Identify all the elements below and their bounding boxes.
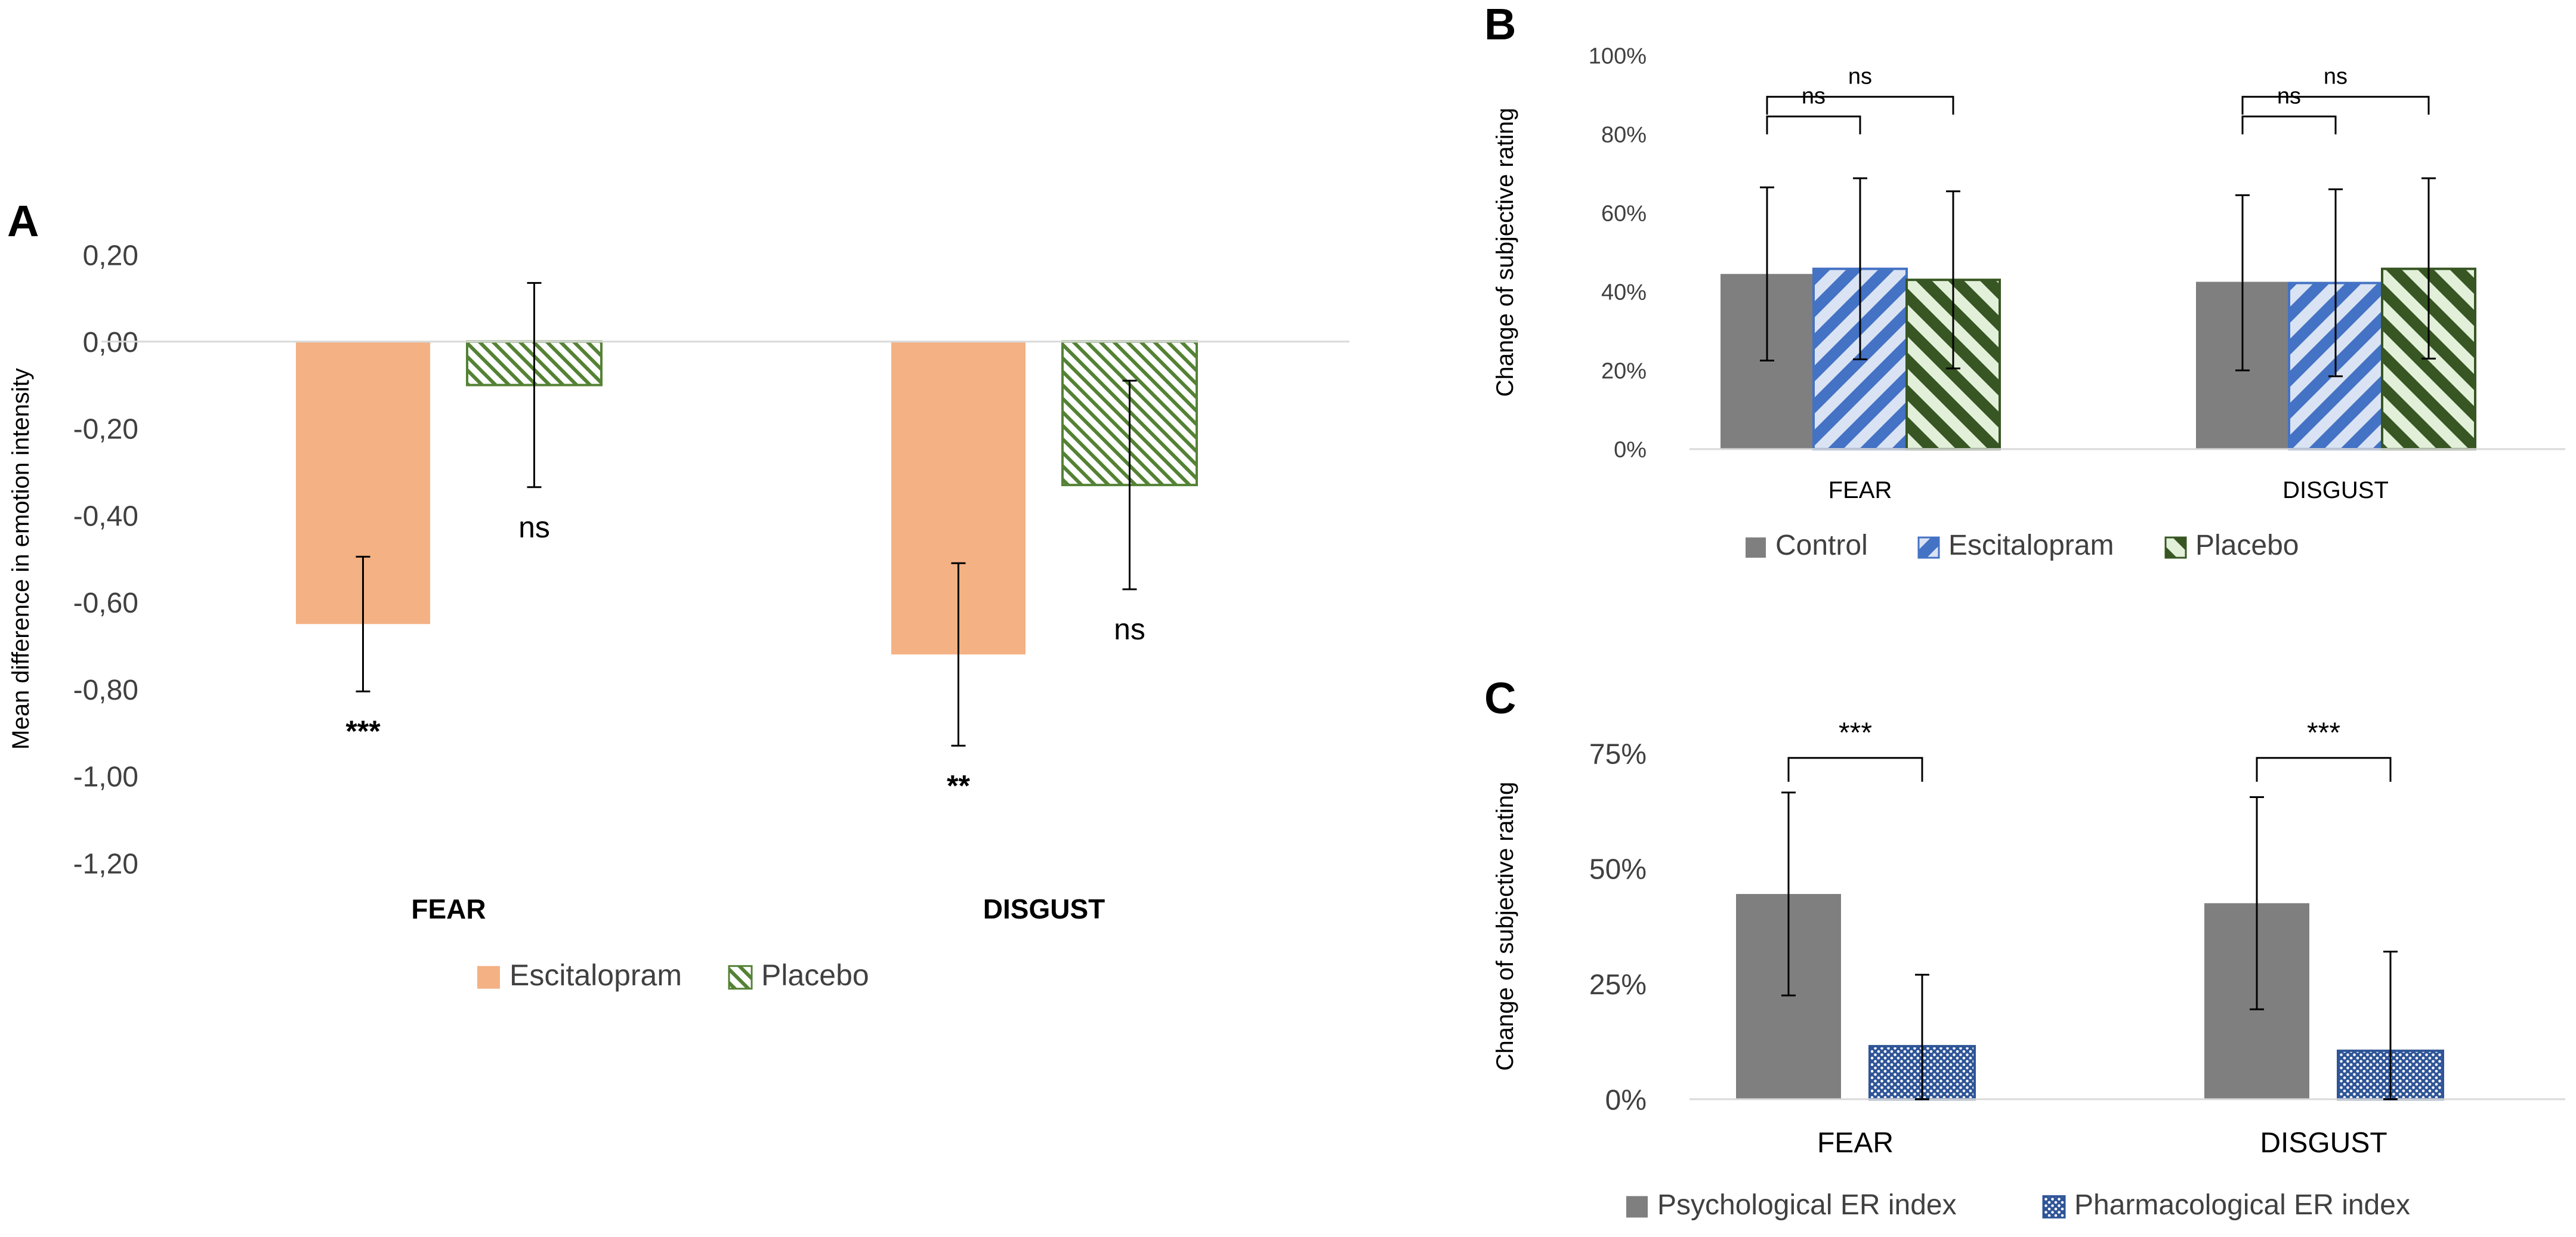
bracket-line — [1766, 95, 1954, 115]
panel-c-y-tick-label: 50% — [1589, 854, 1647, 886]
bracket-line — [2256, 757, 2392, 782]
panel-a-error-bar — [1122, 379, 1137, 590]
panel-a-legend-item: Placebo — [728, 958, 869, 992]
panel-b-y-axis-title: Change of subjective rating — [1492, 108, 1518, 397]
panel-a-y-tick-label: -1,20 — [73, 848, 138, 880]
panel-a-significance-label: ** — [947, 769, 970, 802]
panel-a-significance-label: *** — [345, 715, 381, 748]
panel-b-legend-label: Escitalopram — [1948, 530, 2114, 561]
panel-a-y-tick-label: 0,00 — [83, 327, 138, 358]
panel-b-category-label: FEAR — [1828, 477, 1892, 503]
bracket-line — [1787, 757, 1923, 782]
panel-b-error-bar — [1853, 177, 1867, 361]
panel-c-y-axis-title: Change of subjective rating — [1492, 782, 1518, 1071]
panel-a-chart: 0,20 0,00 -0,20 -0,40 -0,60 -0,80 -1,00 -1,20 Me… — [8, 240, 1349, 992]
panel-b-y-tick-label: 20% — [1601, 359, 1647, 384]
panel-a-category-label: FEAR — [411, 893, 486, 924]
panel-b-y-tick-label: 100% — [1589, 44, 1647, 69]
panel-b-significance-bracket: ns — [1766, 64, 1954, 115]
panel-a-error-bar — [527, 282, 542, 488]
panel-b-significance-bracket: ns — [2241, 84, 2337, 135]
panel-a-legend-item: Escitalopram — [477, 958, 682, 992]
panel-b-legend-swatch — [1746, 537, 1766, 558]
panel-b-legend-item: Placebo — [2164, 530, 2299, 561]
bracket-line — [2241, 95, 2430, 115]
panel-b-legend-swatch — [1917, 536, 1940, 559]
panel-b-category-label: DISGUST — [2282, 477, 2389, 503]
panel-c-error-bar — [2383, 951, 2398, 1100]
panel-c-legend-swatch — [2042, 1195, 2066, 1219]
panel-b-y-tick-label: 0% — [1614, 438, 1647, 463]
panel-a-legend-label: Placebo — [761, 958, 869, 992]
panel-b-significance-bracket: ns — [1766, 84, 1861, 135]
panel-b-legend-swatch — [2164, 536, 2187, 559]
panel-a-category-label: DISGUST — [983, 893, 1105, 924]
panel-a-y-tick-label: -0,20 — [73, 414, 138, 446]
panel-c-category-label: DISGUST — [2260, 1127, 2387, 1159]
panel-a-error-bar — [951, 562, 966, 747]
panel-c-bracket-label: *** — [1839, 718, 1872, 749]
panel-a-y-tick-label: -0,60 — [73, 587, 138, 619]
panel-b-bracket-label: ns — [1848, 64, 1872, 89]
panel-b-y-tick-label: 80% — [1601, 123, 1647, 148]
panel-c-y-tick-label: 75% — [1589, 738, 1647, 770]
panel-c-legend-label: Psychological ER index — [1657, 1189, 1957, 1221]
panel-c-legend-item: Psychological ER index — [1626, 1189, 1957, 1221]
panel-a-significance-label: ns — [1114, 613, 1145, 646]
panel-b-y-tick-label: 40% — [1601, 280, 1647, 305]
panel-b-legend-item: Control — [1746, 530, 1868, 561]
panel-b-error-bar — [2328, 188, 2343, 378]
panel-a-legend-swatch — [477, 966, 500, 989]
panel-b-legend-item: Escitalopram — [1917, 530, 2114, 561]
panel-a-y-tick-label: 0,20 — [83, 240, 138, 271]
panel-a-error-bar — [356, 555, 370, 692]
panel-a-significance-label: ns — [518, 511, 550, 544]
panel-c-y-tick-label: 25% — [1589, 969, 1647, 1001]
panel-a-y-tick-label: -0,80 — [73, 675, 138, 706]
panel-a-y-tick-label: -1,00 — [73, 762, 138, 793]
panel-c-significance-bracket: *** — [2256, 718, 2392, 782]
panel-a-letter: A — [7, 196, 39, 246]
panel-c-legend-label: Pharmacological ER index — [2074, 1189, 2410, 1221]
panel-c-error-bar — [1915, 973, 1929, 1100]
panel-b-letter: B — [1484, 0, 1516, 49]
panel-c-letter: C — [1484, 673, 1516, 723]
panel-c-chart: 0% 25% 50% 75% Change of subjective rating FE… — [1492, 718, 2565, 1221]
panel-c-bracket-label: *** — [2307, 718, 2340, 749]
panel-c-legend-item: Pharmacological ER index — [2042, 1189, 2410, 1221]
panel-a-y-tick-label: -0,40 — [73, 500, 138, 532]
panel-b-significance-bracket: ns — [2241, 64, 2430, 115]
panel-b-chart: 0% 20% 40% 60% 80% 100% Change of subjective r… — [1492, 44, 2565, 561]
bracket-line — [1766, 115, 1861, 135]
panel-a-legend-label: Escitalopram — [509, 958, 682, 992]
panel-c-legend-swatch — [1626, 1196, 1648, 1218]
panel-c-y-tick-label: 0% — [1605, 1084, 1647, 1116]
panel-b-error-bar — [2235, 194, 2250, 372]
panel-a-y-axis-title: Mean difference in emotion intensity — [8, 368, 34, 750]
panel-c-significance-bracket: *** — [1787, 718, 1923, 782]
panel-c-error-bar — [2250, 796, 2264, 1010]
panel-b-error-bar — [1760, 186, 1774, 361]
panel-b-legend-label: Control — [1775, 530, 1868, 561]
panel-b-bracket-label: ns — [2324, 64, 2348, 89]
panel-b-error-bar — [1946, 190, 1960, 370]
panel-b-legend-label: Placebo — [2195, 530, 2299, 561]
panel-b-y-tick-label: 60% — [1601, 202, 1647, 227]
panel-c-error-bar — [1781, 791, 1796, 997]
bracket-line — [2241, 115, 2337, 135]
panel-b-error-bar — [2421, 177, 2436, 360]
panel-c-category-label: FEAR — [1817, 1127, 1894, 1159]
panel-a-legend-swatch — [728, 965, 753, 990]
